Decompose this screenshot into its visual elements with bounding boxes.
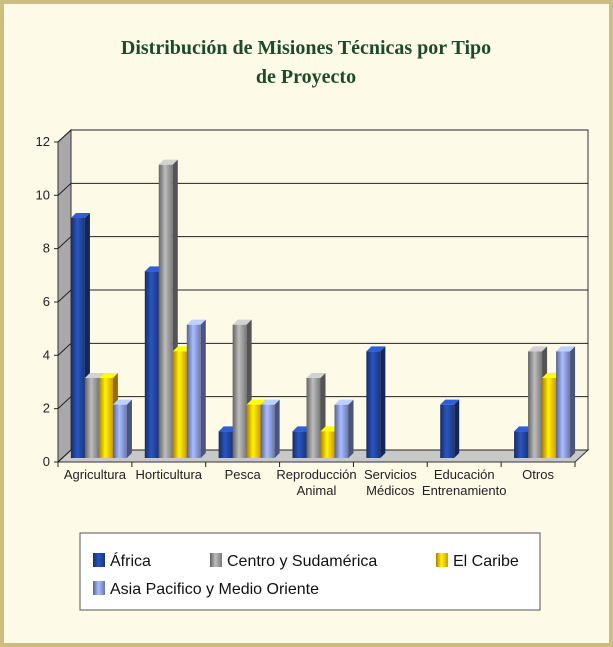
bar-side xyxy=(380,346,386,458)
y-tick-label: 10 xyxy=(36,187,50,202)
x-tick-label: Servicios Médicos xyxy=(364,467,417,498)
bar xyxy=(218,431,233,458)
x-tick-label: Otros xyxy=(522,467,554,482)
y-tick-label: 2 xyxy=(43,401,50,416)
bar xyxy=(320,431,335,458)
legend-label: Asia Pacifico y Medio Oriente xyxy=(110,581,319,598)
bar xyxy=(84,378,99,458)
chart-title: Distribución de Misiones Técnicas por Ti… xyxy=(121,37,491,88)
bar-top xyxy=(84,373,104,378)
legend-box xyxy=(79,532,541,611)
bar-top xyxy=(366,346,386,352)
bar xyxy=(334,404,349,458)
legend-swatch xyxy=(93,581,105,595)
x-tick-label: Horticultura xyxy=(136,467,203,482)
y-tick-label: 0 xyxy=(43,454,50,469)
bar xyxy=(70,218,85,458)
y-tick-label: 8 xyxy=(43,241,50,256)
bar xyxy=(514,431,529,458)
x-tick-label: Agricultura xyxy=(64,467,127,482)
x-tick-label: Reproducción Animal xyxy=(276,467,356,498)
bar xyxy=(260,404,275,458)
bar-top xyxy=(98,373,118,378)
bar xyxy=(98,378,113,458)
side-grid-line xyxy=(57,129,72,143)
bar-side xyxy=(570,346,576,458)
x-tick-label: Educación Entrenamiento xyxy=(422,467,507,498)
bar xyxy=(172,351,187,458)
bar xyxy=(158,164,173,458)
bar-top xyxy=(186,319,206,325)
bar xyxy=(292,431,307,458)
bar-top xyxy=(528,346,548,352)
legend-swatch xyxy=(210,553,222,567)
y-tick-label: 4 xyxy=(43,347,50,362)
bar xyxy=(246,404,261,458)
legend-label: África xyxy=(110,551,151,570)
bar xyxy=(556,351,571,458)
bar xyxy=(232,324,247,458)
bar xyxy=(542,378,557,458)
bar-side xyxy=(126,399,132,458)
x-tick-label: Pesca xyxy=(225,467,262,482)
bar xyxy=(186,324,201,458)
bar-top xyxy=(260,399,280,405)
legend-label: El Caribe xyxy=(453,553,519,570)
bar-top xyxy=(246,399,266,405)
bar xyxy=(306,378,321,458)
bar-top xyxy=(232,319,252,325)
side-grid-line xyxy=(57,182,72,196)
y-tick-label: 12 xyxy=(36,134,50,149)
bar-top xyxy=(440,399,460,405)
bar-side xyxy=(454,399,460,458)
legend-swatch xyxy=(436,553,448,567)
bar-top xyxy=(334,399,354,405)
bar-top xyxy=(556,346,576,352)
bar-side xyxy=(274,399,280,458)
side-grid-line xyxy=(57,396,72,410)
bar-top xyxy=(70,213,90,218)
bar xyxy=(440,404,455,458)
bar xyxy=(144,271,159,458)
legend-label: Centro y Sudamérica xyxy=(227,553,377,570)
bar-top xyxy=(306,373,326,378)
side-grid-line xyxy=(57,289,72,303)
legend-swatch xyxy=(93,553,105,567)
bar xyxy=(366,351,381,458)
side-grid-line xyxy=(57,236,72,250)
side-grid-line xyxy=(57,342,72,356)
bar-side xyxy=(348,399,354,458)
bar-side xyxy=(200,319,206,458)
bar-top xyxy=(158,159,178,165)
side-grid-line xyxy=(57,449,72,463)
bar xyxy=(112,404,127,458)
y-tick-label: 6 xyxy=(43,294,50,309)
bar xyxy=(528,351,543,458)
bar-top xyxy=(112,399,132,405)
